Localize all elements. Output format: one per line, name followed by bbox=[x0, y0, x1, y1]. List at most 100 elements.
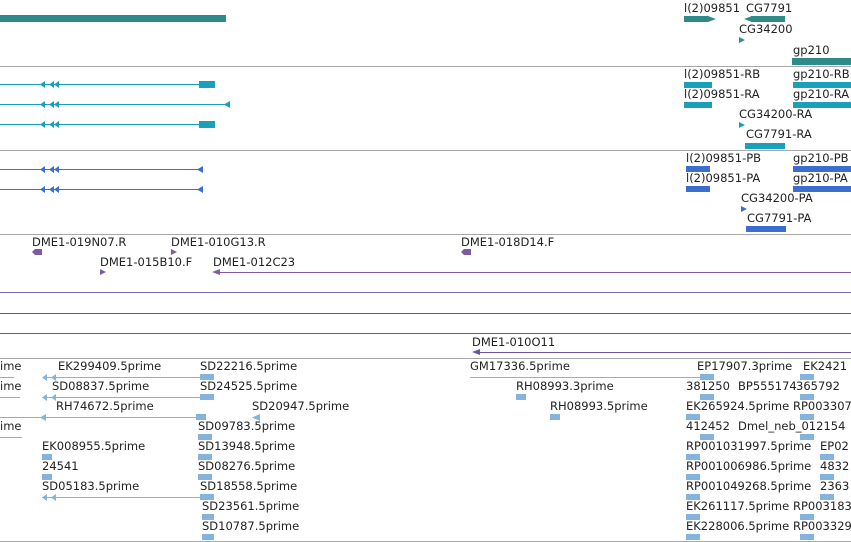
est-label[interactable]: SD23561.5prime bbox=[202, 499, 300, 513]
cds-block[interactable] bbox=[746, 226, 786, 232]
est-block[interactable] bbox=[198, 454, 212, 460]
gene-feature[interactable] bbox=[0, 15, 226, 22]
est-line[interactable] bbox=[0, 397, 20, 398]
est-block[interactable] bbox=[800, 534, 814, 540]
est-block[interactable] bbox=[686, 414, 700, 420]
est-line[interactable] bbox=[42, 497, 214, 498]
est-block[interactable] bbox=[686, 534, 700, 540]
est-label[interactable]: ime bbox=[0, 359, 22, 373]
est-label[interactable]: SD05183.5prime bbox=[42, 479, 140, 493]
exon-block[interactable] bbox=[745, 143, 785, 149]
exon-block[interactable] bbox=[793, 102, 851, 108]
est-block[interactable] bbox=[686, 494, 700, 500]
bac-end-label[interactable]: DME1-015B10.F bbox=[100, 255, 193, 269]
cds-label[interactable]: CG7791-PA bbox=[747, 211, 812, 225]
est-block[interactable] bbox=[820, 454, 834, 460]
est-label[interactable]: ime bbox=[0, 419, 22, 433]
est-line[interactable] bbox=[0, 437, 22, 438]
est-block[interactable] bbox=[700, 374, 714, 380]
est-block[interactable] bbox=[516, 394, 526, 400]
est-label[interactable]: RP003183 bbox=[793, 499, 851, 513]
est-block[interactable] bbox=[800, 414, 814, 420]
est-label[interactable]: RH74672.5prime bbox=[56, 399, 154, 413]
est-line[interactable] bbox=[0, 417, 206, 418]
est-label[interactable]: RP003329 bbox=[793, 519, 851, 533]
cds-label[interactable]: gp210-PA bbox=[793, 171, 848, 185]
est-block[interactable] bbox=[42, 454, 52, 460]
est-label[interactable]: SD24525.5prime bbox=[200, 379, 298, 393]
est-label[interactable]: 4832 bbox=[820, 459, 850, 473]
est-block[interactable] bbox=[202, 534, 214, 540]
est-block[interactable] bbox=[800, 374, 814, 380]
est-line[interactable] bbox=[470, 377, 710, 378]
transcript-label[interactable]: gp210-RB bbox=[793, 67, 850, 81]
est-label[interactable]: SD10787.5prime bbox=[202, 519, 300, 533]
est-label[interactable]: ime bbox=[0, 379, 22, 393]
est-label[interactable]: RP001049268.5prime bbox=[686, 479, 812, 493]
transcript-label[interactable]: gp210-RA bbox=[793, 87, 850, 101]
est-label[interactable]: EP02 bbox=[820, 439, 849, 453]
est-label[interactable]: EK261117.5prime bbox=[686, 499, 790, 513]
est-label[interactable]: SD18558.5prime bbox=[200, 479, 298, 493]
est-label[interactable]: RP001006986.5prime bbox=[686, 459, 812, 473]
est-block[interactable] bbox=[42, 474, 52, 480]
est-block[interactable] bbox=[686, 454, 700, 460]
cds-label[interactable]: CG34200-PA bbox=[741, 191, 813, 205]
exon-block[interactable] bbox=[684, 102, 712, 108]
transcript-label[interactable]: l(2)09851-RA bbox=[684, 87, 760, 101]
est-label[interactable]: RH08993.3prime bbox=[516, 379, 614, 393]
est-label[interactable]: 365792 bbox=[796, 379, 840, 393]
est-block[interactable] bbox=[800, 514, 814, 520]
est-block[interactable] bbox=[686, 514, 700, 520]
est-label[interactable]: RP003307 bbox=[793, 399, 851, 413]
est-label[interactable]: EP17907.3prime bbox=[697, 359, 793, 373]
est-line[interactable] bbox=[44, 377, 214, 378]
est-block[interactable] bbox=[200, 394, 214, 400]
est-label[interactable]: 2363 bbox=[820, 479, 850, 493]
bac-end-line[interactable] bbox=[218, 272, 851, 273]
cds-block[interactable] bbox=[793, 166, 851, 172]
bac-label[interactable]: DME1-010O11 bbox=[472, 335, 556, 349]
transcript-line[interactable] bbox=[0, 104, 228, 105]
gene-feature[interactable] bbox=[792, 58, 851, 65]
bac-line[interactable] bbox=[0, 333, 851, 334]
bac-end-label[interactable]: DME1-019N07.R bbox=[32, 235, 127, 249]
est-label[interactable]: EK228006.5prime bbox=[686, 519, 790, 533]
est-label[interactable]: SD13948.5prime bbox=[198, 439, 296, 453]
transcript-line[interactable] bbox=[0, 124, 215, 125]
est-block[interactable] bbox=[196, 414, 206, 420]
est-block[interactable] bbox=[700, 434, 714, 440]
cds-label[interactable]: l(2)09851-PA bbox=[686, 171, 761, 185]
est-label[interactable]: 381250 bbox=[686, 379, 730, 393]
est-label[interactable]: RP001031997.5prime bbox=[686, 439, 812, 453]
est-block[interactable] bbox=[202, 514, 214, 520]
transcript-label[interactable]: l(2)09851-RB bbox=[684, 67, 761, 81]
exon-block[interactable] bbox=[793, 82, 851, 88]
est-block[interactable] bbox=[820, 474, 834, 480]
transcript-label[interactable]: CG7791-RA bbox=[746, 127, 812, 141]
est-block[interactable] bbox=[200, 494, 214, 500]
est-label[interactable]: SD22216.5prime bbox=[200, 359, 298, 373]
bac-end-label[interactable]: DME1-018D14.F bbox=[461, 235, 555, 249]
cds-label[interactable]: l(2)09851-PB bbox=[686, 151, 762, 165]
est-label[interactable]: SD09783.5prime bbox=[198, 419, 296, 433]
cds-block[interactable] bbox=[686, 166, 710, 172]
bac-line[interactable] bbox=[478, 352, 851, 353]
est-block[interactable] bbox=[700, 394, 714, 400]
est-label[interactable]: EK2421 bbox=[803, 359, 848, 373]
est-label[interactable]: EK299409.5prime bbox=[58, 359, 162, 373]
bac-end-label[interactable]: DME1-010G13.R bbox=[171, 235, 266, 249]
gene-feature[interactable] bbox=[751, 16, 785, 22]
gene-label[interactable]: CG34200 bbox=[739, 22, 793, 36]
est-block[interactable] bbox=[800, 434, 814, 440]
est-block[interactable] bbox=[800, 394, 814, 400]
est-label[interactable]: RH08993.5prime bbox=[550, 399, 648, 413]
est-label[interactable]: EK265924.5prime bbox=[686, 399, 790, 413]
bac-end-label[interactable]: DME1-012C23 bbox=[213, 255, 296, 269]
est-block[interactable] bbox=[198, 474, 212, 480]
cds-block[interactable] bbox=[686, 186, 710, 192]
transcript-label[interactable]: CG34200-RA bbox=[739, 107, 813, 121]
est-block[interactable] bbox=[198, 434, 212, 440]
gene-feature[interactable] bbox=[684, 16, 708, 22]
exon-block[interactable] bbox=[199, 121, 215, 128]
